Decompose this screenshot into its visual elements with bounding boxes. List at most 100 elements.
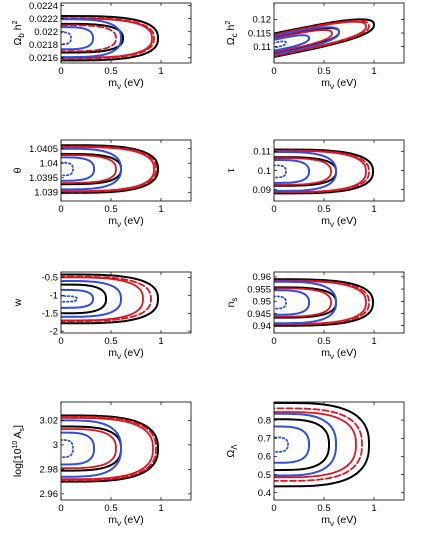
y-tick-label: 3.02 [40, 416, 59, 427]
contours-ns [274, 278, 374, 327]
y-tick-label: 1.0395 [29, 173, 58, 184]
y-tick-label: 0.5 [258, 470, 271, 481]
panel-omega-c: 0 0.5 1 0.11 0.115 0.12 mν (eV) Ωc h2 [225, 2, 405, 91]
y-tick-label: 0.11 [253, 147, 271, 158]
y-tick-label: 0.8 [258, 415, 271, 426]
y-axis-label: ns [225, 298, 239, 308]
contour-blue-solid-7 [274, 159, 310, 184]
contour-blue-solid-6 [61, 147, 122, 191]
x-tick-label: 0 [271, 66, 276, 77]
y-axis-label: τ [225, 168, 237, 173]
contours-log-as [61, 414, 159, 483]
x-tick-label: 1 [371, 66, 376, 77]
x-axis-label: mν (eV) [321, 347, 357, 361]
contour-red-solid-3 [274, 411, 357, 479]
contour-blue-solid-7 [274, 289, 310, 316]
contour-black-solid-1 [274, 402, 370, 488]
y-tick-label: 0.11 [253, 42, 271, 53]
x-tick-label: 0.5 [317, 503, 330, 514]
x-tick-label: 1 [158, 503, 163, 514]
x-axis-label: mν (eV) [108, 77, 144, 91]
x-tick-label: 0 [58, 503, 63, 514]
contour-black-solid-4 [274, 286, 337, 319]
y-tick-label: 0.94 [253, 321, 272, 332]
contour-blue-dotted-8 [274, 295, 287, 310]
x-axis-label: mν (eV) [321, 514, 357, 528]
y-tick-label: 0.7 [258, 434, 271, 445]
y-tick-label: 1.04 [40, 159, 59, 170]
contour-red-solid-5 [61, 428, 117, 470]
x-tick-label: 0.5 [317, 336, 330, 347]
x-tick-label: 0.5 [104, 503, 117, 514]
contours-tau [274, 148, 374, 195]
contour-red-dashed-5 [61, 24, 117, 53]
contour-red-solid-3 [61, 17, 153, 59]
contours-w [61, 273, 159, 325]
contour-black-solid-4 [61, 22, 124, 54]
y-tick-label: -2 [50, 327, 58, 338]
y-tick-label: 0.1 [258, 166, 271, 177]
x-axis-label: mν (eV) [321, 215, 357, 229]
contour-blue-solid-7 [274, 34, 310, 52]
x-tick-label: 0 [271, 336, 276, 347]
y-tick-label: 0.022 [34, 27, 58, 38]
contour-blue-solid-5 [274, 412, 337, 477]
contour-black-solid-1 [274, 278, 374, 327]
contour-red-solid-3 [274, 280, 367, 325]
x-tick-label: 1 [158, 66, 163, 77]
contour-blue-solid-5 [61, 280, 122, 318]
contour-blue-solid-6 [61, 18, 122, 59]
contour-red-dashed-2 [61, 275, 152, 323]
y-tick-label: 0.09 [253, 185, 272, 196]
contour-red-solid-3 [61, 146, 155, 192]
x-tick-label: 1 [371, 204, 376, 215]
axes-frame-omega-lambda [273, 401, 405, 501]
contour-blue-dotted-8 [61, 161, 74, 177]
contour-black-solid-4 [274, 156, 337, 187]
contour-blue-solid-6 [274, 151, 337, 192]
x-tick-label: 0.5 [104, 204, 117, 215]
x-tick-label: 0.5 [317, 66, 330, 77]
contour-blue-dotted-8 [61, 31, 72, 45]
x-tick-label: 0 [58, 66, 63, 77]
contour-blue-solid-6 [61, 288, 94, 309]
contour-blue-dotted-8 [61, 439, 74, 458]
x-tick-label: 0 [271, 204, 276, 215]
panel-log-as: 0 0.5 1 2.96 2.98 3 3.02 mν (eV) log[1010 As] [12, 401, 192, 528]
y-tick-label: 0.0216 [29, 53, 58, 64]
axes-frame-w [60, 271, 192, 334]
contour-red-solid-5 [274, 157, 332, 186]
contour-red-solid-5 [274, 287, 332, 318]
contours-omega-c [274, 18, 375, 58]
y-tick-label: 0.95 [253, 297, 272, 308]
y-axis-label: w [12, 298, 24, 307]
panel-omega-lambda: 0 0.5 1 0.4 0.5 0.6 0.7 0.8 mν (eV) ΩΛ [225, 401, 405, 528]
y-tick-label: 0.12 [253, 15, 272, 26]
x-tick-label: 1 [371, 336, 376, 347]
y-tick-label: 0.115 [248, 28, 271, 39]
y-tick-label: 0.96 [253, 272, 272, 283]
y-tick-label: -1.5 [42, 309, 58, 320]
y-axis-label: ΩΛ [225, 444, 239, 458]
y-axis-label: log[1010 As] [12, 425, 26, 477]
y-tick-label: 2.98 [40, 465, 59, 476]
y-tick-label: 3 [53, 440, 58, 451]
y-tick-label: 0.955 [247, 284, 271, 295]
contour-blue-solid-6 [274, 425, 310, 464]
panel-theta: 0 0.5 1 1.039 1.0395 1.04 1.0405 mν (eV) θ [12, 139, 192, 229]
x-tick-label: 0 [58, 204, 63, 215]
contour-blue-solid-6 [274, 26, 340, 56]
x-axis-label: mν (eV) [321, 77, 357, 91]
contour-red-solid-3 [274, 150, 367, 193]
axes-frame-log-as [60, 401, 192, 501]
contour-blue-dotted-7 [61, 295, 78, 303]
y-tick-label: 1.0405 [29, 144, 58, 155]
contours-theta [61, 144, 159, 194]
contour-black-solid-1 [61, 15, 159, 62]
contour-black-solid-1 [274, 18, 375, 58]
axes-frame-omega-b [60, 2, 192, 64]
contour-blue-solid-6 [61, 419, 122, 478]
x-tick-label: 0.5 [104, 66, 117, 77]
x-axis-label: mν (eV) [108, 347, 144, 361]
